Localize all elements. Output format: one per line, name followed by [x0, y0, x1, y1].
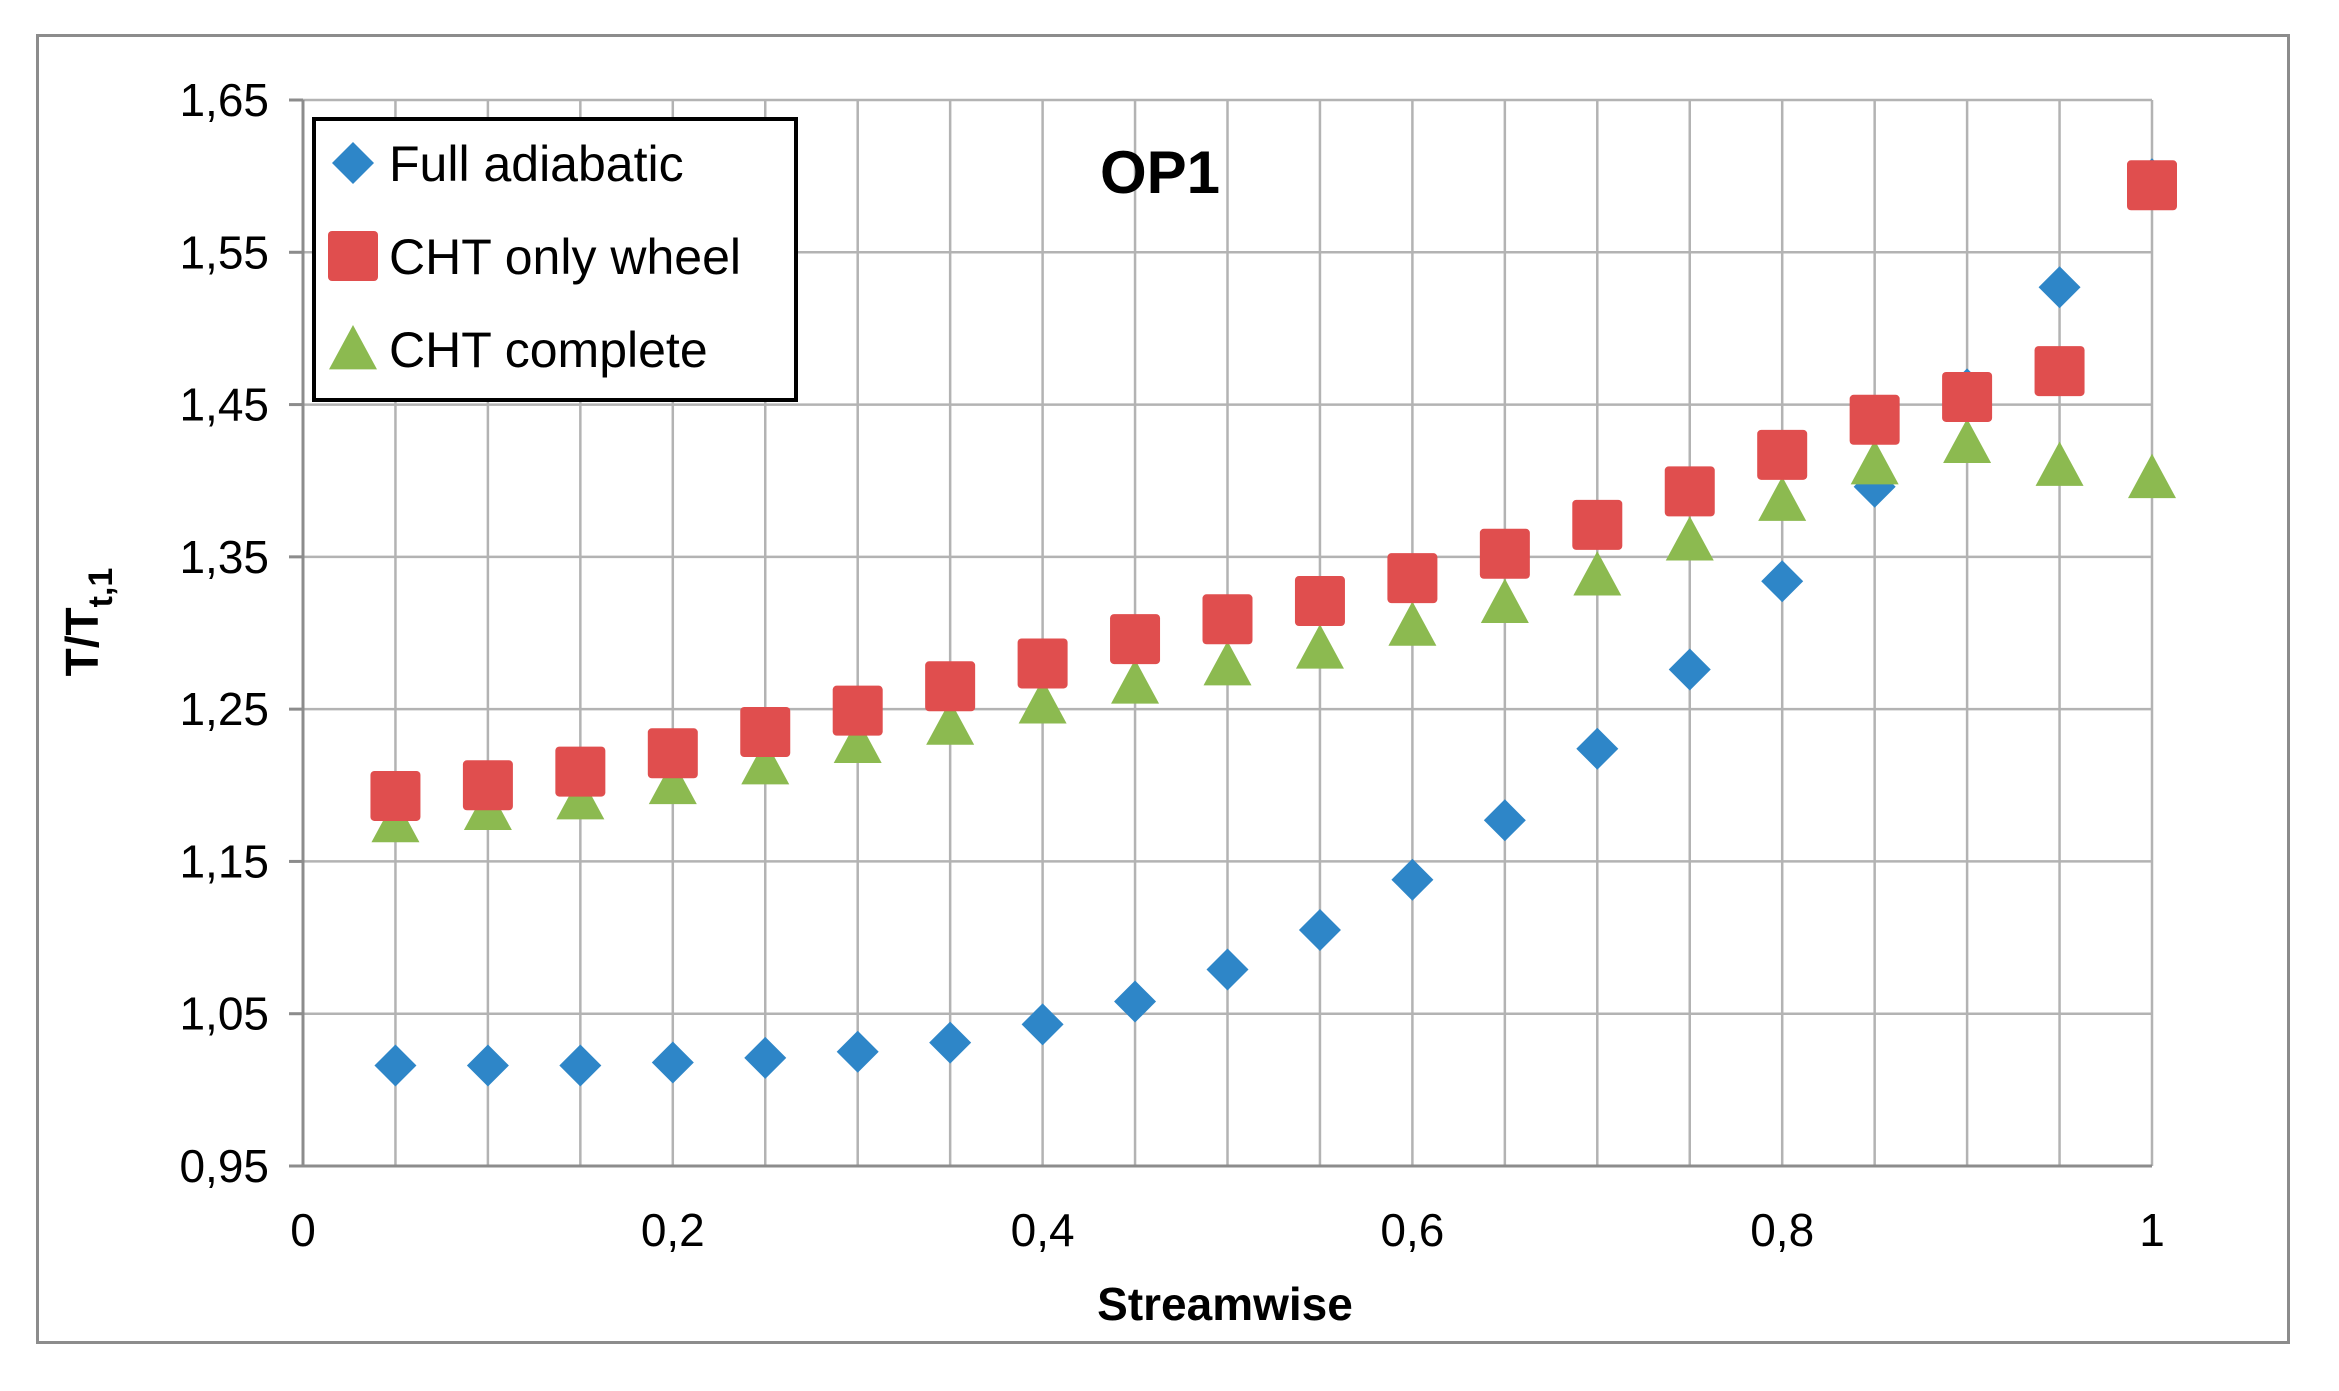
y-tick-label: 1,55 [179, 226, 269, 278]
data-point-square [1664, 466, 1715, 517]
data-point-triangle [1388, 601, 1437, 646]
data-point-square [1110, 614, 1161, 665]
data-point-diamond [929, 1021, 972, 1064]
y-tick-label: 0,95 [179, 1140, 269, 1192]
legend-box [312, 117, 798, 402]
x-tick-label: 1 [2139, 1204, 2165, 1256]
data-point-diamond [559, 1044, 602, 1087]
data-point-diamond [466, 1044, 509, 1087]
series-cht-only-wheel [370, 160, 2177, 821]
data-point-square [647, 728, 698, 779]
data-point-square [2034, 346, 2085, 397]
y-tick-label: 1,35 [179, 531, 269, 583]
legend-marker-triangle [329, 325, 377, 370]
series-cht-complete [371, 418, 2176, 843]
data-point-square [1294, 576, 1345, 627]
x-tick-label: 0,8 [1750, 1204, 1814, 1256]
y-tick-label: 1,45 [179, 379, 269, 431]
y-tick-label: 1,65 [179, 74, 269, 126]
x-tick-label: 0,4 [1011, 1204, 1075, 1256]
data-point-diamond [1576, 727, 1619, 770]
data-point-square [370, 770, 421, 821]
data-point-square [1942, 371, 1993, 422]
data-point-triangle [556, 774, 605, 820]
data-point-square [1017, 638, 1068, 689]
data-point-square [832, 685, 883, 736]
data-point-diamond [1668, 648, 1711, 691]
data-point-triangle [2128, 453, 2176, 499]
data-point-diamond [651, 1041, 694, 1084]
data-point-square [1479, 528, 1530, 579]
chart-title: OP1 [1100, 139, 1220, 206]
data-point-square [1387, 553, 1438, 604]
data-point-triangle [1018, 679, 1067, 724]
x-tick-label: 0 [290, 1204, 316, 1256]
data-point-triangle [2035, 441, 2084, 486]
data-point-square [1849, 394, 1900, 445]
x-tick-label: 0,2 [641, 1204, 705, 1256]
data-point-diamond [2038, 266, 2081, 309]
data-point-triangle [1758, 476, 1807, 521]
y-axis-title-sub: t,1 [82, 568, 120, 608]
data-point-diamond [374, 1044, 417, 1087]
data-point-diamond [1483, 799, 1526, 842]
legend-label: Full adiabatic [389, 136, 684, 192]
y-tick-label: 1,25 [179, 683, 269, 735]
data-point-triangle [1295, 624, 1344, 669]
x-tick-label: 0,6 [1380, 1204, 1444, 1256]
legend-label: CHT complete [389, 322, 708, 378]
data-point-square [740, 706, 791, 757]
data-point-triangle [926, 700, 975, 745]
y-axis-title: T/Tt,1 [56, 568, 120, 677]
data-point-diamond [1021, 1003, 1064, 1046]
data-point-diamond [744, 1036, 787, 1079]
data-point-triangle [1480, 578, 1529, 623]
data-point-triangle [833, 718, 882, 764]
data-point-triangle [1203, 640, 1252, 686]
y-tick-label: 1,05 [179, 988, 269, 1040]
data-point-diamond [1298, 908, 1341, 951]
axes [301, 100, 2152, 1168]
series-full-adiabatic [374, 158, 2173, 1087]
legend-marker-square [328, 231, 378, 281]
legend-marker-diamond [332, 142, 374, 184]
data-point-triangle [1850, 439, 1899, 485]
data-point-triangle [1573, 551, 1622, 596]
x-axis-title: Streamwise [1097, 1278, 1353, 1330]
data-point-square [1757, 429, 1808, 480]
data-point-square [555, 746, 606, 797]
tick-labels: 0,95 1,05 1,15 1,25 1,35 1,45 1,55 1,65 0 0,2 0,4 0… [179, 74, 2164, 1256]
data-point-triangle [1665, 516, 1714, 561]
data-point-square [1572, 499, 1623, 550]
data-markers [370, 158, 2177, 1087]
data-point-triangle [741, 739, 790, 785]
legend: Full adiabatic CHT only wheel CHT complete [312, 117, 798, 402]
legend-label: CHT only wheel [389, 229, 741, 285]
data-point-diamond [1761, 560, 1804, 603]
data-point-diamond [1206, 948, 1249, 991]
y-axis-title-main: T/T [56, 607, 108, 676]
data-point-diamond [1391, 858, 1434, 901]
y-tick-label: 1,15 [179, 835, 269, 887]
data-point-triangle [648, 759, 697, 805]
data-point-triangle [1943, 418, 1992, 464]
data-point-square [462, 760, 513, 811]
data-point-square [925, 661, 976, 712]
data-point-square [1202, 594, 1253, 645]
data-point-square [2127, 160, 2177, 211]
data-point-triangle [1111, 659, 1160, 704]
data-point-diamond [1114, 980, 1157, 1023]
data-point-diamond [836, 1030, 879, 1073]
